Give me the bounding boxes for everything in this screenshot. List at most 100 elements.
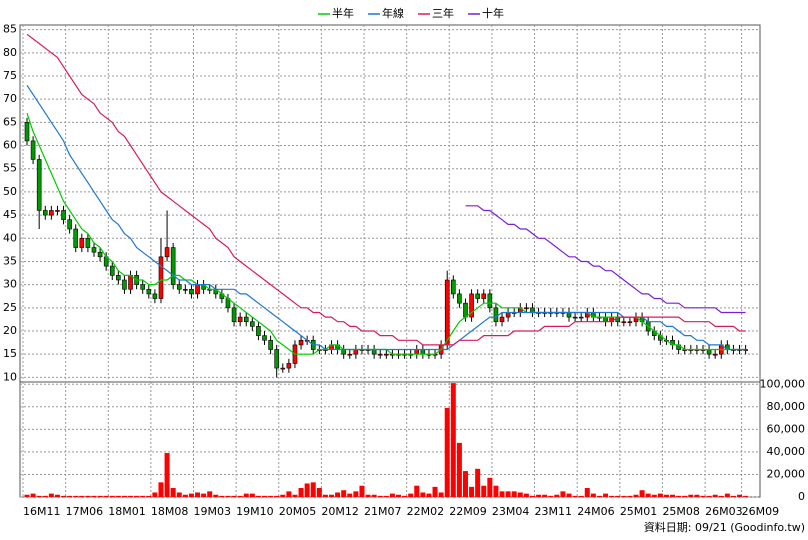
candle-body <box>566 312 572 318</box>
volume-bar <box>395 494 401 497</box>
volume-bar <box>408 493 414 497</box>
candle-body <box>49 210 54 216</box>
candle-body <box>195 284 200 295</box>
volume-bar <box>645 493 651 497</box>
volume-bar <box>140 495 146 497</box>
volume-bar <box>420 492 426 497</box>
candle-body <box>706 349 712 355</box>
volume-bar <box>316 487 322 497</box>
volume-bar <box>188 493 194 497</box>
volume-bar <box>170 487 176 497</box>
candle-body <box>24 122 30 142</box>
volume-bar <box>572 495 578 497</box>
volume-bar <box>493 485 499 497</box>
x-tick-label: 19M10 <box>236 505 274 518</box>
x-tick-label: 18M08 <box>151 505 189 518</box>
volume-bar <box>499 491 505 497</box>
y-tick-label: 80 <box>3 46 17 59</box>
volume-bar <box>566 493 572 497</box>
volume-bar <box>438 492 444 497</box>
volume-bar <box>219 495 225 497</box>
candle-body <box>30 140 36 160</box>
volume-bar <box>651 494 657 497</box>
candle-body <box>256 326 261 336</box>
volume-bar <box>462 471 468 497</box>
volume-bar <box>743 495 749 497</box>
volume-bar <box>201 493 207 497</box>
y-tick-label: 35 <box>3 254 17 267</box>
volume-bar <box>79 495 85 497</box>
volume-bar <box>450 383 456 497</box>
candle-body <box>621 321 627 324</box>
volume-bar <box>615 495 621 497</box>
candle-body <box>183 288 188 291</box>
volume-bar <box>426 493 432 497</box>
x-tick-label: 22M02 <box>407 505 445 518</box>
candle-body <box>55 210 60 212</box>
volume-bar <box>109 495 115 497</box>
volume-bar <box>30 493 36 497</box>
volume-bar <box>164 453 170 497</box>
volume-bar <box>469 486 475 497</box>
candle-body <box>481 293 487 299</box>
candle-body <box>505 312 511 318</box>
y-tick-label: 70 <box>3 92 17 105</box>
candle-body <box>164 247 170 258</box>
volume-bar <box>91 495 97 497</box>
y-tick-label: 25 <box>3 301 17 314</box>
volume-bar <box>128 495 134 497</box>
volume-bar <box>657 493 663 497</box>
volume-bar <box>329 494 334 497</box>
volume-bar <box>456 442 462 497</box>
moving-average-line <box>465 205 746 314</box>
source-note: 資料日期: 09/21 (Goodinfo.tw) <box>644 520 805 534</box>
volume-bar <box>365 494 371 497</box>
volume-bar <box>24 494 30 497</box>
volume-bar <box>730 495 736 497</box>
volume-bar <box>85 495 91 497</box>
candle-body <box>67 219 72 230</box>
volume-bar <box>237 495 243 497</box>
candle-body <box>61 210 66 221</box>
volume-bar <box>700 495 706 497</box>
volume-bar <box>115 495 121 497</box>
y-tick-label: 100,000 <box>760 377 806 390</box>
volume-bar <box>554 494 560 497</box>
candle-body <box>176 284 182 290</box>
candle-body <box>189 288 194 295</box>
volume-bar <box>377 495 383 497</box>
volume-bar <box>676 495 682 497</box>
candle-body <box>487 293 493 309</box>
x-tick-label: 19M03 <box>194 505 232 518</box>
volume-bar <box>298 487 304 497</box>
volume-bar <box>724 493 730 497</box>
candle-body <box>122 279 127 290</box>
volume-bar <box>718 495 724 497</box>
y-tick-label: 30 <box>3 278 17 291</box>
volume-bar <box>195 492 201 497</box>
candle-body <box>170 247 176 285</box>
volume-bar <box>310 482 316 497</box>
volume-bar <box>347 493 353 497</box>
volume-bar <box>627 495 633 497</box>
candle-body <box>152 293 158 299</box>
volume-bar <box>48 493 54 497</box>
volume-bar <box>560 491 566 497</box>
y-tick-label: 75 <box>3 69 17 82</box>
candle-body <box>493 307 499 323</box>
volume-bar <box>578 495 584 497</box>
y-tick-label: 55 <box>3 162 17 175</box>
volume-bar <box>475 468 481 497</box>
volume-bar <box>274 495 280 497</box>
volume-bar <box>341 490 347 497</box>
candle-body <box>116 275 121 281</box>
candle-body <box>73 228 79 248</box>
candle-body <box>158 256 164 299</box>
candle-body <box>603 316 608 323</box>
volume-bar <box>548 495 554 497</box>
volume-bar <box>61 495 67 497</box>
y-tick-label: 20 <box>3 324 17 337</box>
candle-body <box>140 284 146 290</box>
y-tick-label: 40 <box>3 231 17 244</box>
